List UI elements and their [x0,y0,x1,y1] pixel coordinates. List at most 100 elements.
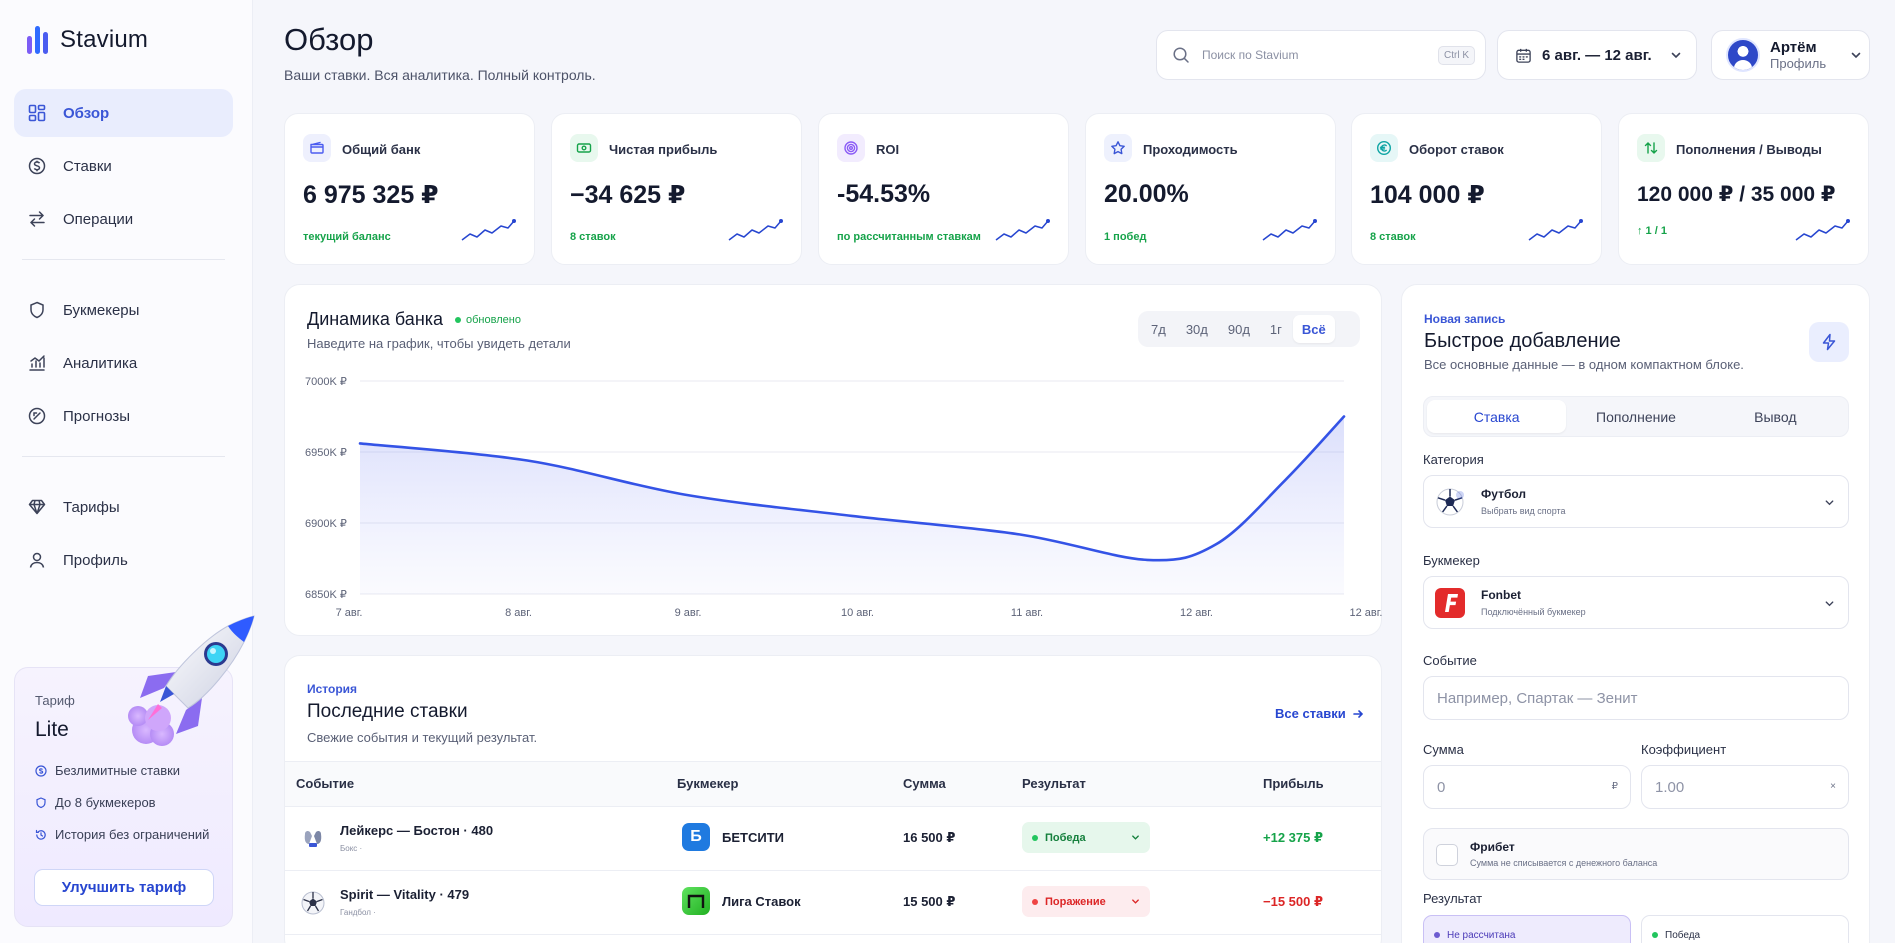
kpi-subtext: 1 побед [1104,231,1147,243]
quick-add-kicker: Новая запись [1424,312,1506,326]
boxing-icon [304,830,322,847]
range-all[interactable]: Всё [1292,315,1335,343]
transfer-icon-box [1637,134,1665,162]
kpi-value: -54.53% [837,180,931,208]
kpi-card[interactable]: Чистая прибыль −34 625 ₽ 8 ставок [551,113,802,265]
category-select[interactable]: Футбол Выбрать вид спорта [1423,475,1849,528]
freebet-option[interactable]: Фрибет Сумма не списывается с денежного … [1423,828,1849,880]
tab-deposit[interactable]: Пополнение [1596,408,1676,425]
kpi-label: ROI [876,142,900,157]
col-amount: Сумма [903,776,946,791]
kpi-card[interactable]: Пополнения / Выводы 120 000 ₽ / 35 000 ₽ ↑… [1618,113,1869,265]
result-option-pending[interactable]: Не рассчитана [1423,915,1631,943]
search-placeholder: Поиск по Stavium [1202,48,1299,62]
status-dot [1032,898,1038,905]
cash-icon-box [570,134,598,162]
shield-icon [36,797,46,809]
quick-add-action-button[interactable] [1809,322,1849,362]
kpi-card[interactable]: Общий банк 6 975 325 ₽ текущий баланс [284,113,535,265]
range-7d[interactable]: 7д [1151,321,1166,337]
calendar-icon [1516,48,1531,63]
bookmaker-select[interactable]: Fonbet Подключённый букмекер [1423,576,1849,629]
x-tick-label: 12 авг. [1350,607,1383,619]
profile-text: Артём Профиль [1770,39,1826,72]
plan-feature: Безлимитные ставки [35,762,215,780]
search-input[interactable]: Поиск по Stavium Ctrl K [1156,30,1486,80]
brand-logo[interactable]: Stavium [27,26,148,54]
bet-amount: 15 500 ₽ [903,894,956,909]
y-tick-label: 6850K ₽ [305,589,347,601]
area-fill [360,416,1344,594]
result-select[interactable]: Победа [1022,822,1150,853]
cash-icon [576,143,592,153]
range-1y[interactable]: 1г [1269,321,1282,337]
range-30d[interactable]: 30д [1185,321,1208,337]
user-role: Профиль [1770,55,1827,71]
bookmaker-value: Fonbet [1481,588,1521,602]
bookmaker-label: Букмекер [1423,553,1480,568]
lightning-icon [1822,333,1836,351]
sparkline [728,219,783,241]
sidebar-item-plans[interactable]: Тарифы [14,483,233,531]
chart-title: Динамика банка [307,309,444,329]
kpi-subtext: текущий баланс [303,231,391,243]
kpi-card[interactable]: ROI -54.53% по рассчитанным ставкам [818,113,1069,265]
recent-bets-card: История Последние ставки Свежие события … [284,655,1382,943]
wallet-icon-box [303,134,331,162]
plan-card: Тариф Lite Безлимитные ставки До 8 букме… [14,667,233,927]
upgrade-plan-button[interactable]: Улучшить тариф [34,869,214,906]
result-option-win[interactable]: Победа [1641,915,1849,943]
freebet-checkbox[interactable] [1436,844,1458,866]
bank-chart-plot[interactable]: 7000K ₽ 6950K ₽ 6900K ₽ 6850K ₽ 7 авг. 8 авг.… [285,285,1383,637]
range-90d[interactable]: 90д [1227,321,1250,337]
coin-icon [35,765,47,777]
tab-withdraw[interactable]: Вывод [1754,408,1797,425]
profile-menu[interactable]: Артём Профиль [1711,30,1870,80]
sidebar-item-overview[interactable]: Обзор [14,89,233,137]
sparkline [1262,219,1317,241]
target-icon [844,141,858,155]
event-name: Spirit — Vitality · 479 [340,887,470,902]
bets-title: Последние ставки [307,701,468,722]
all-bets-link[interactable]: Все ставки [1275,706,1364,721]
sum-field[interactable]: 0 ₽ [1423,765,1631,809]
euro-icon-box [1370,134,1398,162]
sidebar-item-bookmakers[interactable]: Букмекеры [14,286,233,334]
table-row[interactable]: Spirit — Vitality · 479 Гандбол · Лига С… [285,871,1381,935]
event-field[interactable]: Например, Спартак — Зенит [1423,676,1849,720]
diamond-icon [28,499,46,515]
result-select[interactable]: Поражение [1022,886,1150,917]
bookmaker-name: Лига Ставок [722,894,801,909]
quick-add-subtitle: Все основные данные — в одном компактном… [1424,357,1744,372]
liga-logo-icon [687,894,705,908]
sum-suffix: ₽ [1611,781,1618,792]
logo-icon [27,26,48,54]
col-bookmaker: Букмекер [677,776,739,791]
y-tick-label: 6900K ₽ [305,518,347,530]
sidebar-item-bets[interactable]: Ставки [14,142,233,190]
date-range-picker[interactable]: 6 авг. — 12 авг. [1497,30,1697,80]
coef-suffix: × [1830,781,1836,792]
user-icon [29,552,45,568]
nav-main: Обзор Ставки Операции Букмекеры Аналитик… [14,89,233,589]
shield-icon [30,301,44,319]
kpi-value: −34 625 ₽ [570,181,686,209]
brand-name: Stavium [60,26,149,53]
sidebar-item-profile[interactable]: Профиль [14,536,233,584]
coef-placeholder: 1.00 [1655,779,1685,796]
range-switcher: 7д 30д 90д 1г Всё [1138,311,1360,347]
bet-amount: 16 500 ₽ [903,830,956,845]
tab-bet[interactable]: Ставка [1427,400,1567,433]
sidebar-item-analytics[interactable]: Аналитика [14,339,233,387]
kpi-card[interactable]: Проходимость 20.00% 1 побед [1085,113,1336,265]
coef-field[interactable]: 1.00 × [1641,765,1849,809]
sidebar-item-operations[interactable]: Операции [14,195,233,243]
sidebar-item-forecasts[interactable]: Прогнозы [14,392,233,440]
y-tick-label: 6950K ₽ [305,447,347,459]
wallet-icon [310,141,324,154]
table-row[interactable]: Лейкерс — Бостон · 480 Бокс · Б БЕТСИТИ … [285,807,1381,871]
bets-subtitle: Свежие события и текущий результат. [307,730,538,745]
bookmaker-name: БЕТСИТИ [722,830,784,845]
kpi-card[interactable]: Оборот ставок 104 000 ₽ 8 ставок [1351,113,1602,265]
swap-icon [29,211,45,227]
